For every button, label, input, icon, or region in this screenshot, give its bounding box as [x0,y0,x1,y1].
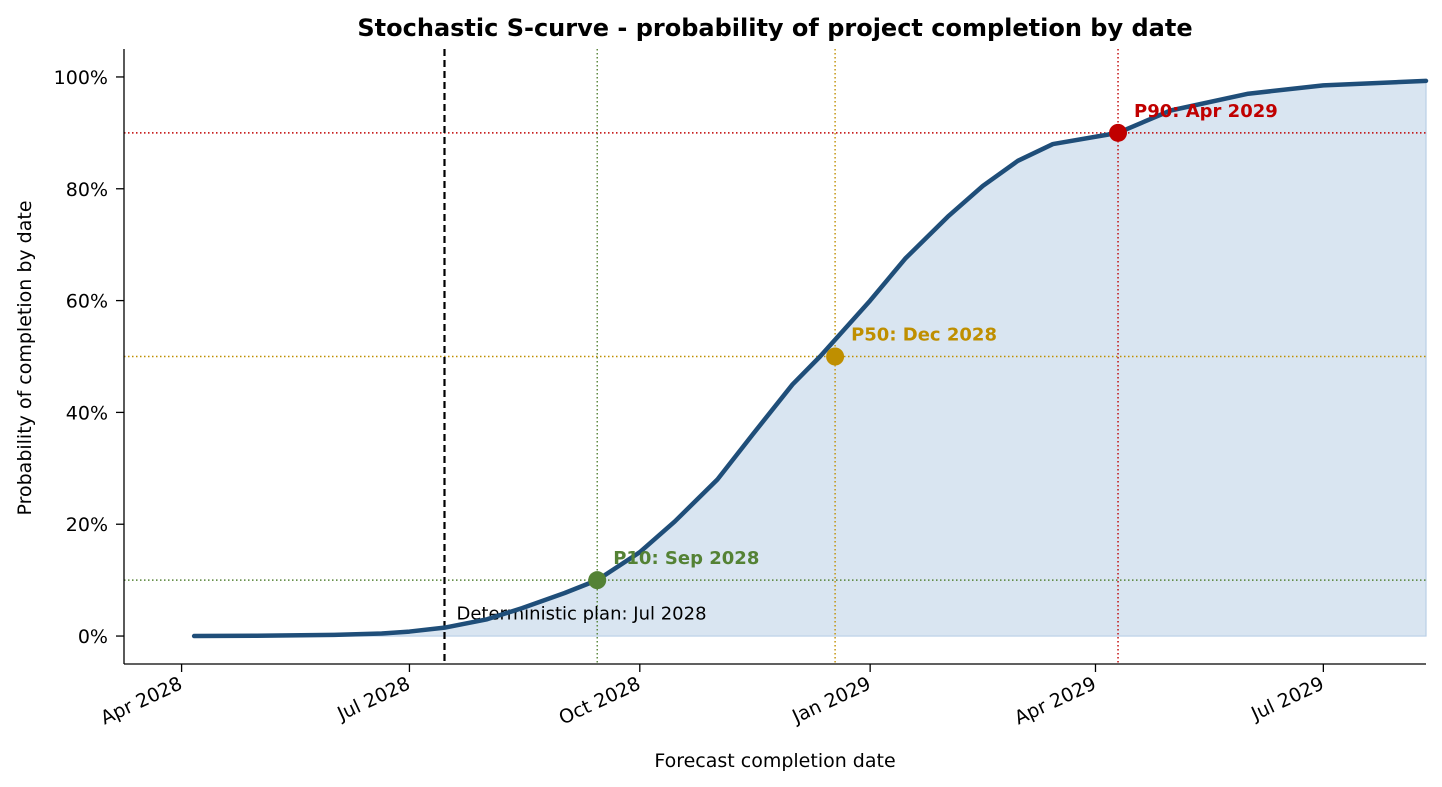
y-tick-label-3: 60% [66,291,108,313]
x-tick-label-0: Apr 2028 [97,673,185,730]
x-tick-label-1: Jul 2028 [333,673,413,726]
p-marker-label-0: P10: Sep 2028 [613,548,759,569]
y-tick-label-5: 100% [54,67,108,89]
p-marker-0 [588,571,607,590]
y-tick-label-1: 20% [66,514,108,536]
y-tick-label-2: 40% [66,402,108,424]
y-tick-label-0: 0% [78,626,108,648]
deterministic-plan-label: Deterministic plan: Jul 2028 [456,604,706,625]
x-tick-label-2: Oct 2028 [556,673,644,730]
s-curve-line [191,78,1429,639]
plot-area: Deterministic plan: Jul 2028 P10: Sep 202… [124,49,1429,664]
x-tick-label-4: Apr 2029 [1011,673,1099,730]
p-marker-1 [826,347,845,366]
p-marker-2 [1109,123,1128,142]
y-axis-label: Probability of completion by date [14,200,36,515]
x-tick-label-3: Jan 2029 [788,673,874,729]
chart-title: Stochastic S-curve - probability of proj… [357,14,1192,42]
x-axis-label: Forecast completion date [654,750,895,772]
y-tick-label-4: 80% [66,179,108,201]
p-marker-label-2: P90: Apr 2029 [1134,101,1278,122]
x-tick-label-5: Jul 2029 [1247,673,1327,726]
area-fill [194,80,1427,637]
p-marker-label-1: P50: Dec 2028 [851,325,997,346]
